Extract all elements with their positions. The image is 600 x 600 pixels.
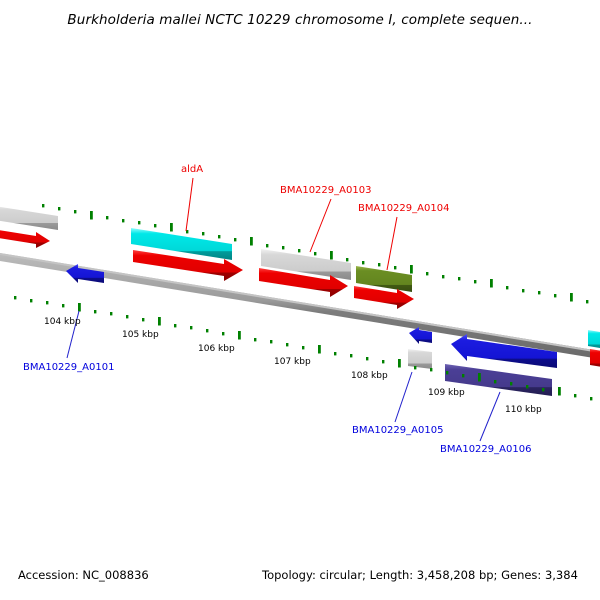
scale-label-107: 107 kbp bbox=[274, 357, 311, 367]
gene-label-a0105[interactable]: BMA10229_A0105 bbox=[352, 425, 443, 436]
leader-line-a0101 bbox=[66, 310, 80, 359]
feature-grey-a0103[interactable] bbox=[261, 249, 351, 280]
gene-label-a0103[interactable]: BMA10229_A0103 bbox=[280, 185, 371, 196]
feature-olive-a0104[interactable] bbox=[356, 266, 412, 292]
scale-label-108: 108 kbp bbox=[351, 371, 388, 381]
gene-label-a0101[interactable]: BMA10229_A0101 bbox=[23, 362, 114, 373]
tick-row-upper bbox=[10, 204, 589, 304]
feature-slate-a0106[interactable] bbox=[445, 364, 552, 396]
feature-cyan-right[interactable] bbox=[588, 330, 600, 350]
scale-label-109: 109 kbp bbox=[428, 388, 465, 398]
gene-label-alda[interactable]: aldA bbox=[181, 164, 203, 175]
leader-line-a0106 bbox=[479, 391, 501, 442]
scale-label-105: 105 kbp bbox=[122, 330, 159, 340]
feature-grey-left[interactable] bbox=[0, 205, 58, 230]
scale-label-106: 106 kbp bbox=[198, 344, 235, 354]
leader-line-alda bbox=[185, 177, 194, 232]
title-bar: Burkholderia mallei NCTC 10229 chromosom… bbox=[0, 0, 600, 40]
feature-blue-a0101[interactable] bbox=[66, 264, 104, 283]
gene-label-a0106[interactable]: BMA10229_A0106 bbox=[440, 444, 531, 455]
feature-red-a0103[interactable] bbox=[232, 266, 348, 297]
leader-line-a0105 bbox=[394, 371, 413, 423]
feature-red-left[interactable] bbox=[0, 228, 50, 248]
leader-line-a0104 bbox=[386, 216, 398, 271]
accession-label: Accession: NC_008836 bbox=[18, 568, 149, 582]
feature-red-a0104[interactable] bbox=[354, 286, 414, 309]
chromosome-axis[interactable] bbox=[0, 252, 600, 360]
sequence-stats-label: Topology: circular; Length: 3,458,208 bp… bbox=[262, 568, 578, 582]
page-title: Burkholderia mallei NCTC 10229 chromosom… bbox=[67, 12, 533, 28]
feature-grey-a0105[interactable] bbox=[408, 349, 432, 369]
feature-red-right[interactable] bbox=[590, 349, 600, 369]
scale-label-110: 110 kbp bbox=[505, 405, 542, 415]
feature-blue-small[interactable] bbox=[409, 327, 432, 344]
gene-label-a0104[interactable]: BMA10229_A0104 bbox=[358, 203, 449, 214]
feature-cyan-alda[interactable] bbox=[131, 228, 232, 260]
feature-blue-a0106[interactable] bbox=[451, 334, 557, 368]
leader-line-a0103 bbox=[309, 198, 332, 253]
scale-label-104: 104 kbp bbox=[44, 317, 81, 327]
footer-bar: Accession: NC_008836 Topology: circular;… bbox=[0, 568, 600, 592]
feature-red-alda[interactable] bbox=[133, 250, 243, 281]
